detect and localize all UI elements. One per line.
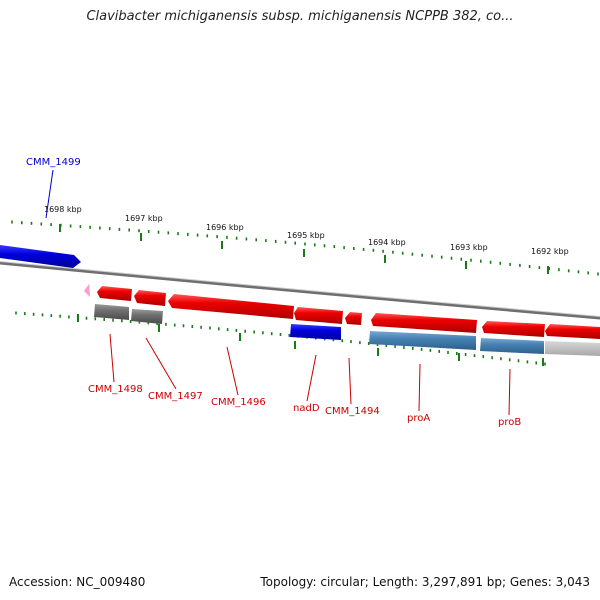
scale-label-1698: 1698 kbp xyxy=(44,205,82,214)
genome-backbone xyxy=(0,261,600,320)
gene-feature-cmm-1494-red[interactable] xyxy=(345,312,362,325)
leader-line-cmm-1498 xyxy=(109,333,115,383)
gene-feature-cmm-1499[interactable] xyxy=(0,245,81,268)
gene-label-cmm-1499[interactable]: CMM_1499 xyxy=(26,157,81,168)
leader-line-cmm-1497 xyxy=(145,337,177,390)
leader-line-proB xyxy=(508,368,511,416)
gene-label-nadD[interactable]: nadD xyxy=(293,403,320,414)
gene-feature-proA-steel[interactable] xyxy=(369,331,476,350)
scale-label-1696: 1696 kbp xyxy=(206,223,244,232)
leader-line-cmm-1496 xyxy=(226,346,239,396)
scale-label-1694: 1694 kbp xyxy=(368,238,406,247)
gene-feature-cmm-1497-red[interactable] xyxy=(134,290,166,306)
gene-feature-proA-red[interactable] xyxy=(371,313,477,333)
gene-feature-pink[interactable] xyxy=(84,284,90,297)
topology-summary: Topology: circular; Length: 3,297,891 bp… xyxy=(260,575,590,589)
leader-line-nadD xyxy=(306,354,317,402)
map-title: Clavibacter michiganensis subsp. michiga… xyxy=(86,9,514,24)
scale-label-1692: 1692 kbp xyxy=(531,247,569,256)
gene-feature-next-red[interactable] xyxy=(545,324,600,339)
gene-label-cmm-1498[interactable]: CMM_1498 xyxy=(88,384,143,395)
gene-feature-next-grey[interactable] xyxy=(545,341,600,356)
gene-label-cmm-1496[interactable]: CMM_1496 xyxy=(211,397,266,408)
scale-label-1695: 1695 kbp xyxy=(287,231,325,240)
gene-feature-cmm-1495[interactable] xyxy=(294,307,343,324)
leader-line-proA xyxy=(418,363,421,412)
scale-label-1697: 1697 kbp xyxy=(125,214,163,223)
gene-label-proA[interactable]: proA xyxy=(407,413,430,424)
genome-backbone-highlight xyxy=(0,261,600,317)
leader-line-cmm-1494 xyxy=(348,357,352,405)
leader-line-cmm-1499 xyxy=(45,169,54,219)
gene-feature-cmm-1497-grey[interactable] xyxy=(131,309,163,324)
gene-label-cmm-1494[interactable]: CMM_1494 xyxy=(325,406,380,417)
accession-label: Accession: NC_009480 xyxy=(9,575,146,589)
gene-label-cmm-1497[interactable]: CMM_1497 xyxy=(148,391,203,402)
gene-feature-proB-red[interactable] xyxy=(482,321,545,337)
gene-feature-cmm-1498-red[interactable] xyxy=(97,286,132,301)
gene-feature-proB-steel[interactable] xyxy=(480,338,544,354)
scale-ticks xyxy=(11,220,599,366)
gene-feature-cmm-1496[interactable] xyxy=(168,294,294,319)
gene-feature-nadD[interactable] xyxy=(290,324,341,340)
scale-label-1693: 1693 kbp xyxy=(450,243,488,252)
gene-label-proB[interactable]: proB xyxy=(498,417,521,428)
gene-feature-cmm-1498-grey[interactable] xyxy=(94,304,129,320)
